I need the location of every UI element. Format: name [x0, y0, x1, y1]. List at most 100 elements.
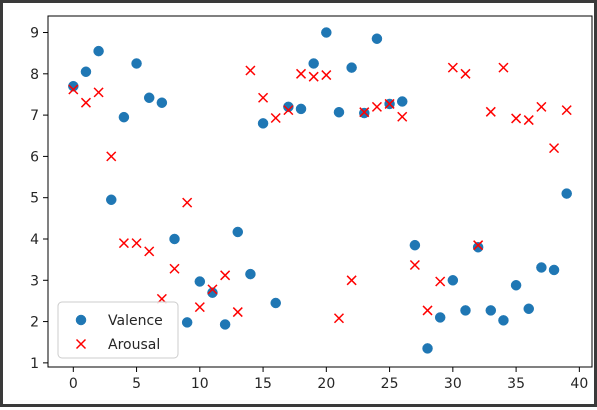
data-point-valence — [131, 58, 142, 69]
y-tick-label: 3 — [30, 273, 39, 289]
data-point-arousal — [220, 270, 231, 281]
data-point-valence — [68, 80, 79, 92]
data-point-valence — [561, 188, 572, 199]
legend-marker-valence — [75, 314, 87, 326]
data-point-valence — [409, 239, 421, 251]
data-point-arousal — [511, 113, 522, 124]
data-point-arousal — [435, 276, 446, 287]
data-point-arousal — [359, 107, 370, 118]
data-point-arousal — [447, 62, 458, 73]
data-marks — [68, 27, 572, 354]
data-point-arousal — [473, 240, 484, 251]
data-point-arousal — [207, 284, 218, 295]
data-point-valence — [245, 268, 256, 280]
x-tick-label: 0 — [69, 376, 78, 392]
data-point-arousal — [106, 151, 117, 162]
data-point-arousal — [93, 87, 104, 98]
data-point-valence — [156, 97, 168, 108]
data-point-valence — [118, 111, 130, 123]
data-point-arousal — [232, 307, 243, 318]
data-point-valence — [80, 66, 92, 77]
y-tick-label: 2 — [30, 315, 39, 331]
x-tick-label: 25 — [381, 376, 399, 392]
data-point-valence — [396, 96, 408, 107]
data-point-arousal — [118, 238, 129, 249]
scatter-chart: 0 5 10 15 20 25 30 35 40 1 2 3 4 5 6 7 8 9 Valence Arous… — [30, 15, 593, 392]
y-tick-label: 8 — [30, 67, 39, 83]
data-point-arousal — [68, 84, 79, 95]
data-point-arousal — [321, 70, 332, 81]
data-point-valence — [472, 241, 484, 253]
x-tick-label: 40 — [570, 376, 588, 392]
data-point-arousal — [371, 101, 382, 112]
data-point-arousal — [308, 71, 319, 82]
data-point-arousal — [346, 275, 357, 286]
data-point-arousal — [131, 238, 142, 249]
data-point-arousal — [270, 112, 281, 124]
data-point-arousal — [169, 263, 180, 274]
data-point-arousal — [536, 101, 547, 112]
legend-marker-arousal-x — [75, 338, 87, 350]
y-tick-label: 7 — [30, 108, 39, 124]
legend-box — [57, 301, 179, 359]
data-point-valence — [106, 194, 117, 206]
y-tick-label: 6 — [30, 149, 39, 165]
data-point-valence — [447, 275, 459, 286]
data-point-arousal — [549, 143, 560, 154]
data-point-valence — [371, 33, 383, 44]
data-point-arousal — [80, 97, 91, 108]
x-tick-label: 35 — [507, 376, 525, 392]
data-point-valence — [333, 106, 345, 118]
data-point-valence — [207, 287, 218, 298]
data-point-arousal — [498, 62, 509, 73]
data-point-arousal — [144, 246, 155, 257]
data-point-valence — [93, 45, 104, 57]
data-point-valence — [283, 101, 294, 113]
data-point-arousal — [409, 259, 420, 271]
x-tick-label: 5 — [132, 376, 141, 392]
data-point-arousal — [333, 313, 345, 324]
data-point-arousal — [397, 111, 408, 122]
data-point-valence — [295, 103, 307, 115]
data-point-arousal — [194, 302, 205, 313]
data-point-valence — [548, 264, 560, 276]
data-point-arousal — [258, 92, 269, 103]
y-tick-label: 1 — [30, 356, 39, 372]
data-point-valence — [308, 58, 319, 69]
x-tick-label: 15 — [254, 376, 272, 392]
data-point-valence — [498, 315, 509, 326]
data-point-arousal — [245, 65, 256, 76]
data-point-arousal — [460, 68, 471, 79]
data-point-arousal — [182, 197, 193, 208]
y-tick-label: 5 — [30, 191, 39, 207]
data-point-valence — [536, 262, 547, 273]
y-axis: 1 2 3 4 5 6 7 8 9 — [30, 26, 48, 372]
data-point-valence — [485, 305, 497, 316]
data-point-arousal — [523, 115, 534, 126]
legend-marker-arousal — [75, 338, 87, 350]
data-point-valence — [346, 62, 357, 73]
legend-label-arousal: Arousal — [108, 337, 160, 353]
data-point-valence — [321, 27, 332, 38]
x-tick-label: 30 — [444, 376, 462, 392]
data-point-valence — [523, 303, 534, 315]
data-point-valence — [422, 343, 433, 354]
x-tick-label: 20 — [317, 376, 335, 392]
data-point-arousal — [295, 68, 307, 79]
data-point-valence — [510, 279, 522, 291]
y-tick-label: 9 — [30, 26, 39, 42]
legend: Valence Arousal — [57, 301, 179, 359]
data-point-valence — [194, 276, 206, 287]
data-point-arousal — [283, 105, 294, 116]
legend-label-valence: Valence — [108, 313, 163, 329]
data-point-arousal — [561, 105, 572, 116]
x-tick-label: 10 — [191, 376, 209, 392]
data-point-arousal — [485, 106, 496, 117]
data-point-valence — [181, 317, 193, 328]
data-point-valence — [143, 92, 155, 104]
data-point-arousal — [422, 305, 433, 316]
data-point-valence — [219, 319, 231, 330]
data-point-valence — [169, 233, 180, 245]
data-point-arousal — [384, 98, 395, 109]
